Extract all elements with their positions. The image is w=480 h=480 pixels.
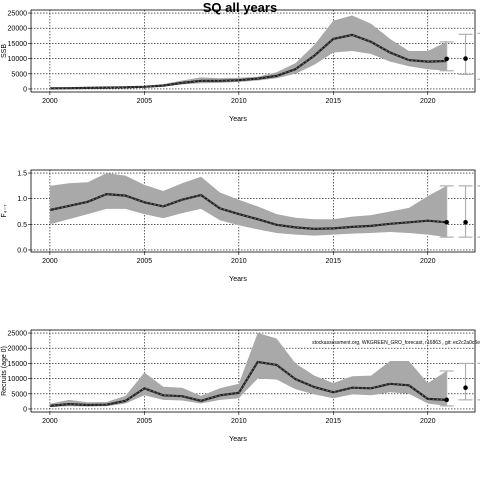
recruits-x-axis-label: Years [229, 436, 247, 443]
fishing_mortality-projection-point [463, 219, 468, 225]
ssb-plot-frame [30, 9, 476, 93]
x-tick-label: 2005 [137, 98, 153, 105]
x-tick-label: 2000 [42, 418, 58, 425]
y-tick-label: 10000 [8, 56, 28, 63]
recruits-projection-point [463, 385, 468, 391]
y-tick-label: 5000 [11, 391, 27, 398]
figure-title: SQ all years [203, 0, 277, 15]
fishing_mortality-confidence-band [49, 173, 447, 238]
recruits-annotation: stockassessment.org, WKGREEN_GRO_forecas… [312, 340, 480, 346]
recruits-estimate-line [49, 360, 447, 407]
y-tick-label: 15000 [8, 361, 28, 368]
recruits-plot-frame [30, 329, 476, 413]
ssb-estimate-line [49, 33, 447, 90]
x-tick-label: 2020 [420, 418, 436, 425]
x-tick-label: 2005 [137, 418, 153, 425]
y-tick-label: 20000 [8, 346, 28, 353]
ssb-y-axis-label: SSB [1, 44, 8, 58]
ssb-projection-point [444, 56, 449, 62]
y-tick-label: 0 [23, 406, 27, 413]
recruits-panel: 2000 2005 2010 2015 2020 0 5000 10000 15000 20000… [1, 329, 480, 443]
ssb-x-axis-label: Years [229, 116, 247, 123]
x-tick-label: 2020 [420, 258, 436, 265]
y-tick-label: 0.5 [17, 222, 27, 229]
x-tick-label: 2010 [231, 258, 247, 265]
y-tick-label: 20000 [8, 26, 28, 33]
fishing_mortality-plot-frame [30, 169, 476, 253]
x-tick-label: 2015 [326, 98, 342, 105]
recruits-projection-point [444, 397, 449, 403]
x-tick-label: 2000 [42, 258, 58, 265]
x-tick-label: 2015 [326, 418, 342, 425]
x-tick-label: 2000 [42, 98, 58, 105]
y-tick-label: 10000 [8, 376, 28, 383]
fishing_mortality-estimate-line-dots [49, 193, 447, 230]
x-tick-label: 2010 [231, 98, 247, 105]
fishing_mortality-projection-point [444, 219, 449, 225]
y-tick-label: 25000 [8, 11, 28, 18]
x-tick-label: 2005 [137, 258, 153, 265]
ssb-projection-point [463, 56, 468, 61]
charts-container: 2000 2005 2010 2015 202005000100001500020000… [1, 9, 480, 443]
fishing_mortality-x-axis-label: Years [229, 276, 247, 283]
y-tick-label: 0 [23, 86, 27, 93]
y-tick-label: 15000 [8, 41, 28, 48]
fishing_mortality-y-axis-label: F₄₋₇ [1, 204, 8, 218]
y-tick-label: 0.0 [17, 247, 27, 254]
ssb-confidence-band [49, 15, 447, 89]
ssb-panel: 2000 2005 2010 2015 2020 0 5000 10000 15000 20000… [1, 9, 480, 123]
y-tick-label: 1.0 [17, 196, 27, 203]
y-tick-label: 5000 [11, 71, 27, 78]
y-tick-label: 1.5 [17, 171, 27, 178]
x-tick-label: 2020 [420, 98, 436, 105]
fishing_mortality-panel: 2000 2005 2010 2015 2020 0.0 0.5 1.0 1.5 Years F₄₋… [1, 169, 480, 283]
recruits-y-axis-label: Recruits (age 0) [1, 346, 8, 396]
y-tick-label: 25000 [8, 331, 28, 338]
x-tick-label: 2010 [231, 418, 247, 425]
x-tick-label: 2015 [326, 258, 342, 265]
